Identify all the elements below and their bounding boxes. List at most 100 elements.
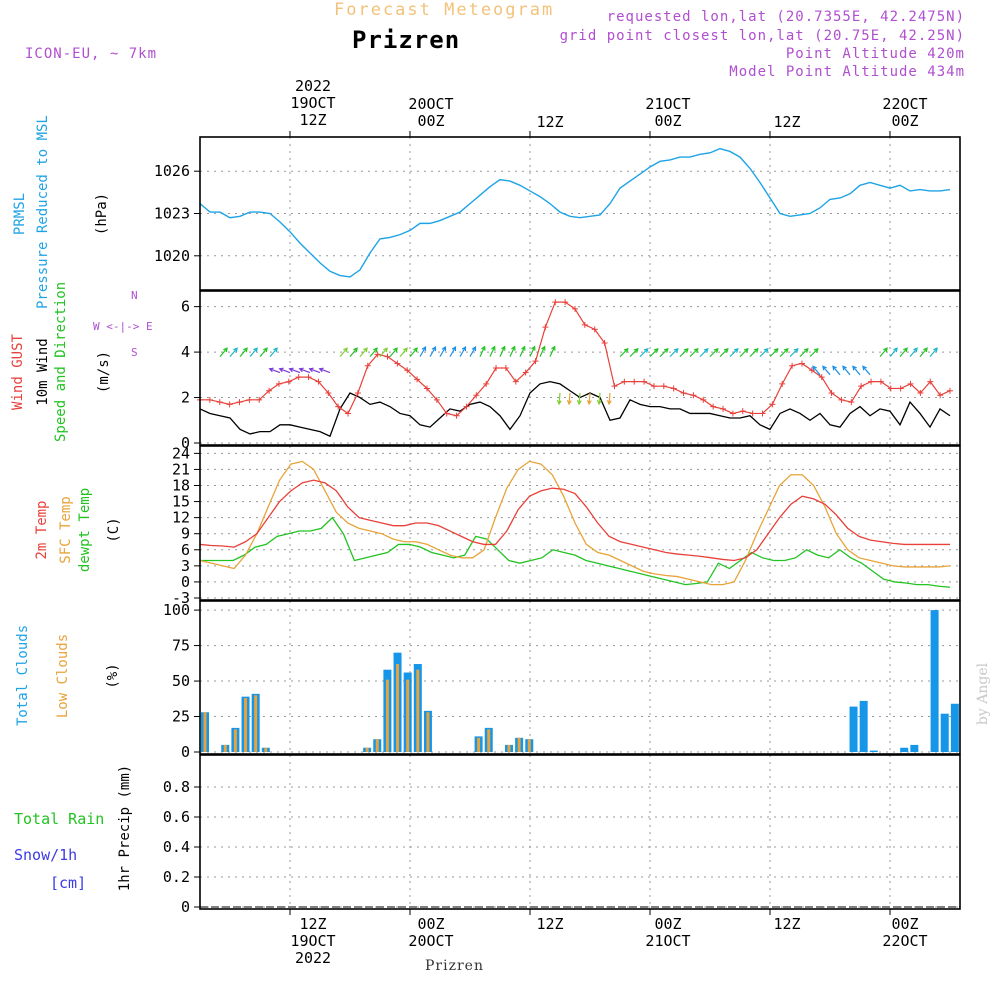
wind-arrowhead xyxy=(733,347,739,353)
wind-arrow xyxy=(669,348,679,358)
ytick-label-p2-2: 3 xyxy=(181,557,190,575)
wind-arrowhead xyxy=(862,365,867,371)
wind-arrow xyxy=(832,366,841,376)
low-cloud-bar-16 xyxy=(365,747,369,752)
bottom-axis-label-1: 00Z 20OCT xyxy=(408,915,454,950)
dewpt-line xyxy=(200,516,951,588)
ytick-label-p3-3: 75 xyxy=(172,637,190,655)
wind-arrow xyxy=(588,392,591,405)
gust-marker xyxy=(285,378,292,385)
wind-arrow xyxy=(319,368,331,374)
wind-arrow xyxy=(529,346,536,357)
gust-marker xyxy=(423,385,430,392)
wind-arrow xyxy=(799,348,809,358)
bottom-axis-label-0: 12Z 19OCT 2022 xyxy=(290,915,336,967)
ytick-label-p4-4: 0.8 xyxy=(163,778,190,796)
wind-arrowhead xyxy=(633,347,639,353)
wind-arrowhead xyxy=(743,347,749,353)
gust-marker xyxy=(266,387,273,394)
ytick-label-p3-4: 100 xyxy=(163,601,190,619)
bottom-axis-label-2: 12Z xyxy=(536,915,564,933)
top-axis-label-2: 12Z xyxy=(536,113,564,131)
gust-marker xyxy=(453,412,460,419)
wind10m-line xyxy=(199,380,951,438)
gust-marker xyxy=(710,403,717,410)
gust-marker xyxy=(838,396,845,403)
ytick-label-p0-0: 1020 xyxy=(154,247,190,265)
wind-arrowhead xyxy=(852,365,857,371)
wind-arrow xyxy=(749,348,759,358)
gust-marker xyxy=(552,299,559,306)
gust-marker xyxy=(325,390,332,396)
gust-marker xyxy=(729,410,736,417)
ytick-label-p3-1: 25 xyxy=(172,708,190,726)
gust-marker xyxy=(937,392,944,399)
wind-arrow xyxy=(699,348,709,358)
wind-arrow xyxy=(759,348,769,358)
wind-arrowhead xyxy=(586,400,592,406)
model-label: ICON-EU, ~ 7km xyxy=(25,46,158,62)
panel-frame-2 xyxy=(199,445,961,601)
wind-arrowhead xyxy=(812,365,817,371)
ytick-label-p1-0: 0 xyxy=(181,434,190,452)
wind-arrow xyxy=(469,346,477,357)
wind-arrow xyxy=(659,348,669,358)
gust-marker xyxy=(700,396,707,403)
gust-marker xyxy=(680,390,687,396)
wind-arrowhead xyxy=(223,347,228,353)
low-cloud-bar-2 xyxy=(223,744,227,752)
wind-arrow xyxy=(519,346,526,357)
product-title: Forecast Meteogram xyxy=(334,0,555,20)
total-cloud-bar-69 xyxy=(900,747,909,752)
wind-arrowhead xyxy=(288,367,294,373)
low-cloud-bar-21 xyxy=(416,669,420,752)
wind-arrow xyxy=(629,348,639,358)
gust-marker xyxy=(216,399,223,406)
gust-marker xyxy=(502,365,509,371)
wind-arrowhead xyxy=(813,347,819,353)
gust-marker xyxy=(236,399,243,406)
wind-arrowhead xyxy=(822,365,827,371)
ytick-label-p2-7: 18 xyxy=(172,477,190,495)
gust-marker xyxy=(473,392,480,399)
gust-marker xyxy=(384,353,391,360)
wind-arrow xyxy=(842,366,851,376)
panel-frame-4 xyxy=(199,754,961,910)
low-cloud-bar-4 xyxy=(244,698,248,752)
wind-arrow xyxy=(339,347,348,358)
low-cloud-bar-30 xyxy=(507,744,511,752)
low-cloud-bar-31 xyxy=(517,737,521,752)
gust-marker xyxy=(690,392,697,399)
wind-arrow xyxy=(608,392,611,405)
ytick-label-p2-8: 21 xyxy=(172,460,190,478)
wind-arrow xyxy=(879,347,888,358)
gust-marker xyxy=(542,324,549,331)
wind-arrowhead xyxy=(913,347,918,353)
wind-arrow xyxy=(369,347,378,358)
wind-arrowhead xyxy=(253,347,258,353)
wind-arrowhead xyxy=(803,347,809,353)
gust-marker xyxy=(394,360,401,367)
gust-marker xyxy=(345,410,352,417)
gust-marker xyxy=(927,378,934,385)
precip-snow-label: Snow/1h xyxy=(14,846,78,864)
t2m-line xyxy=(199,479,950,562)
wind-arrowhead xyxy=(393,347,398,353)
low-cloud-bar-17 xyxy=(375,739,379,752)
wind-arrow xyxy=(299,368,311,374)
gust-marker xyxy=(631,378,638,385)
gust-line xyxy=(200,301,951,417)
wind-arrow xyxy=(269,368,281,374)
gust-marker xyxy=(650,383,657,390)
wind-arrow xyxy=(459,346,467,357)
gust-marker xyxy=(493,365,500,371)
wind-arrowhead xyxy=(753,347,759,353)
wind-arrow xyxy=(289,368,301,374)
total-cloud-bar-66 xyxy=(869,750,878,752)
wind-arrow xyxy=(359,347,368,358)
gust-marker xyxy=(759,410,766,417)
gust-marker xyxy=(789,362,796,369)
wind-arrowhead xyxy=(278,367,284,373)
bottom-axis-label-3: 00Z 21OCT xyxy=(645,915,691,950)
wind-arrow xyxy=(739,348,749,358)
